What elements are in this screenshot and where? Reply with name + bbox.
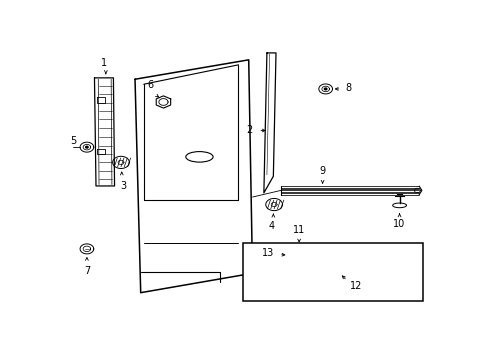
- Text: 10: 10: [393, 219, 405, 229]
- Circle shape: [324, 88, 326, 90]
- Text: 8: 8: [345, 83, 351, 93]
- Text: 5: 5: [70, 136, 76, 146]
- Text: 4: 4: [268, 221, 274, 231]
- Text: 13: 13: [262, 248, 274, 258]
- Bar: [243, 243, 422, 301]
- Circle shape: [293, 255, 296, 257]
- Text: 2: 2: [246, 125, 252, 135]
- Circle shape: [85, 146, 88, 148]
- Text: 7: 7: [83, 266, 90, 275]
- Text: 11: 11: [292, 225, 305, 235]
- Text: 12: 12: [349, 281, 362, 291]
- Text: 6: 6: [147, 80, 153, 90]
- Text: 1: 1: [101, 58, 107, 68]
- Text: 9: 9: [319, 166, 325, 176]
- Text: 3: 3: [120, 181, 126, 191]
- Ellipse shape: [185, 152, 213, 162]
